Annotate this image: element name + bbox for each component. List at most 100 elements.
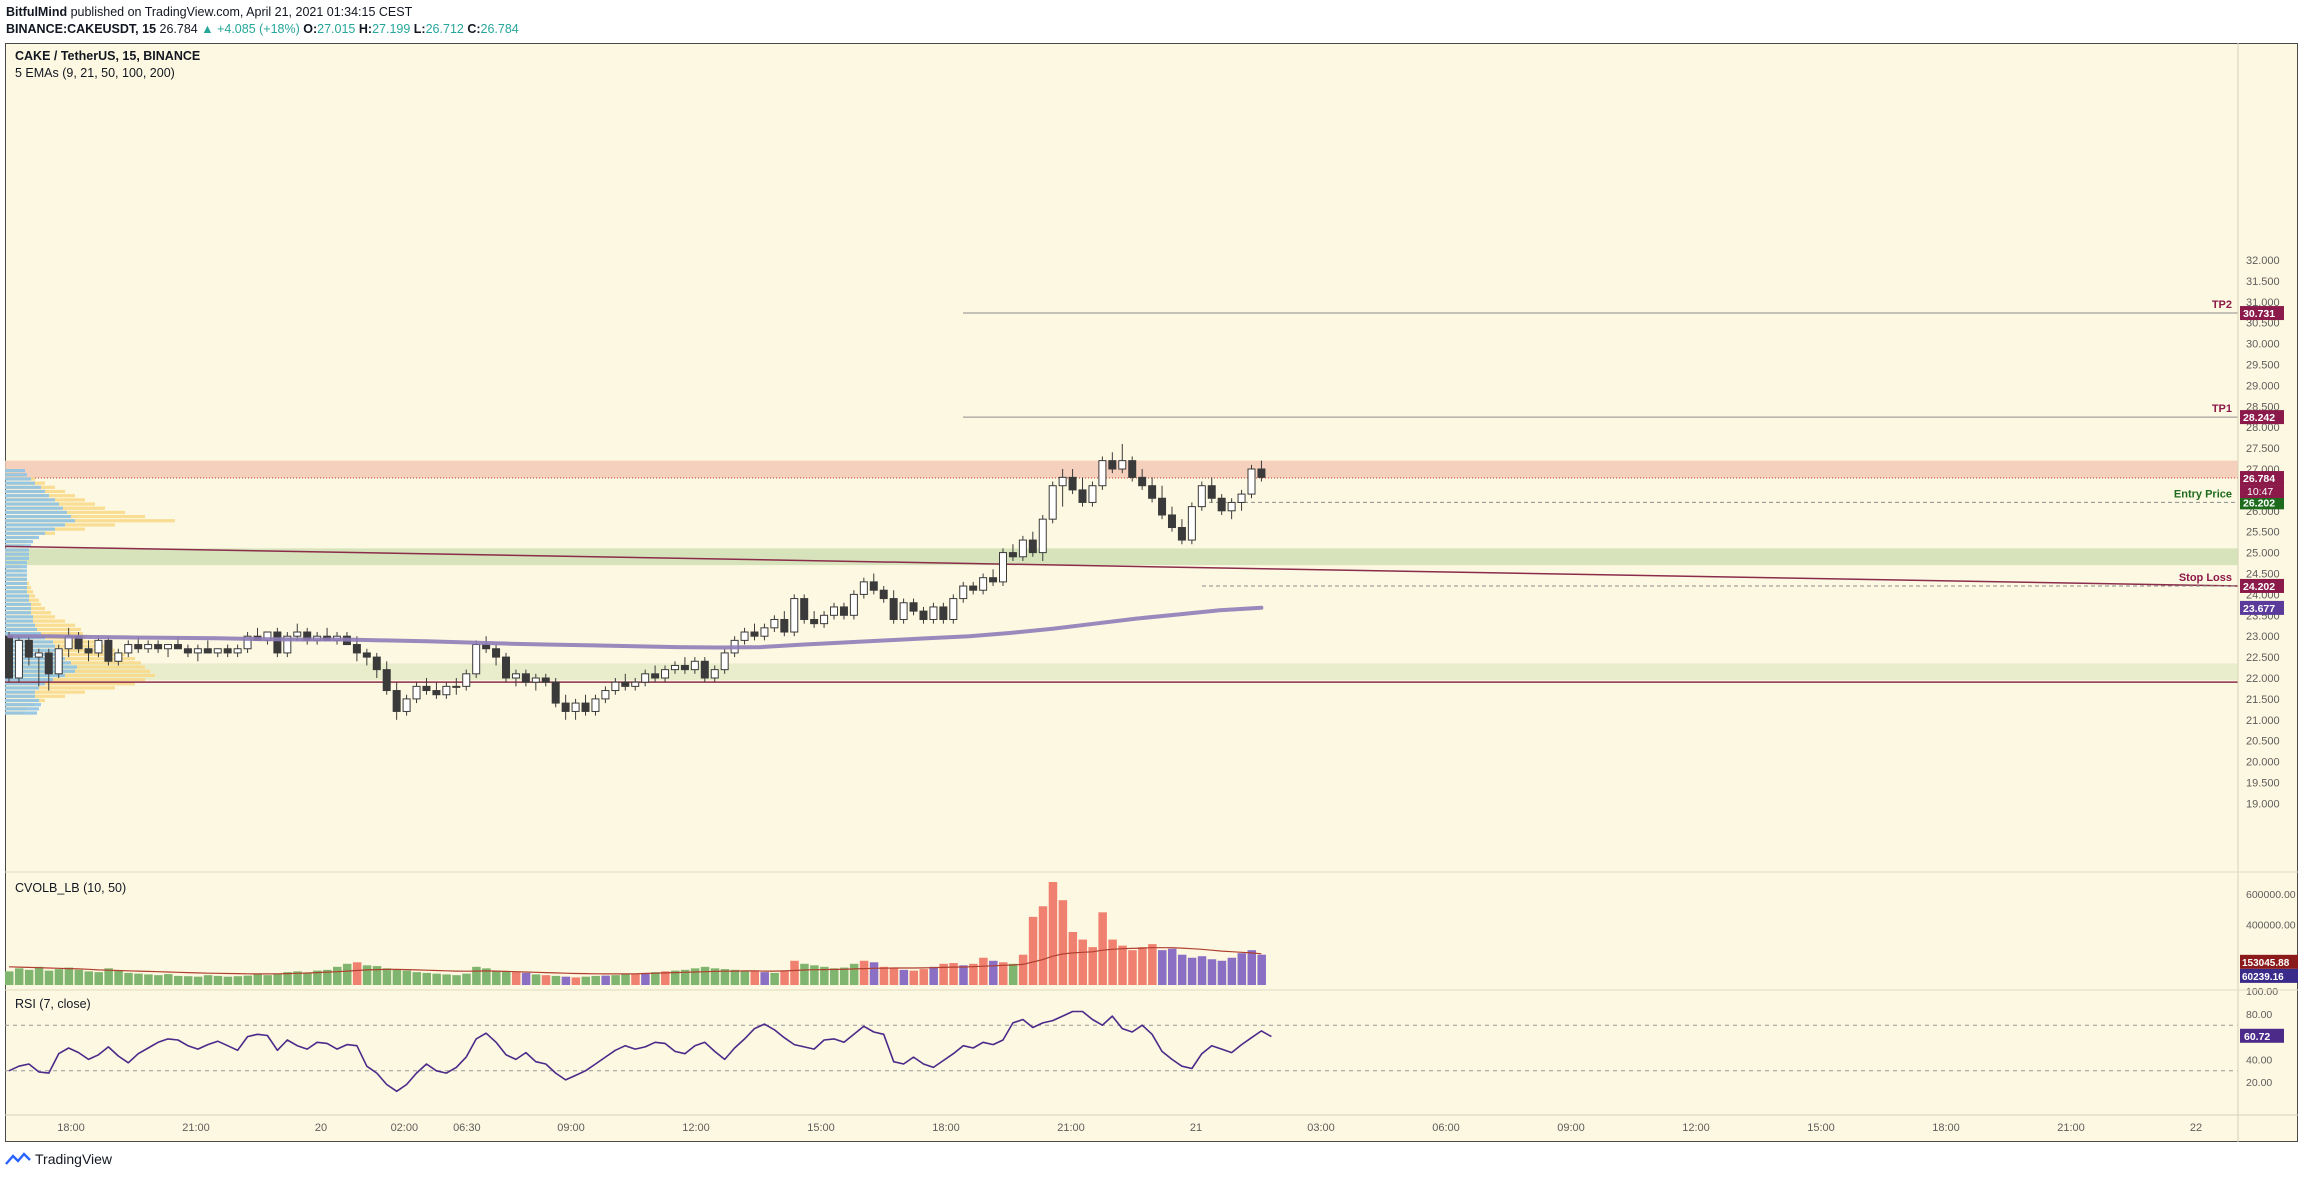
volume-bar[interactable] [820, 966, 829, 985]
candle[interactable] [839, 606, 848, 616]
volume-bar[interactable] [482, 968, 491, 985]
candle[interactable] [382, 669, 391, 692]
volume-bar[interactable] [531, 974, 541, 985]
candle[interactable] [641, 673, 650, 683]
candle[interactable] [243, 635, 252, 650]
volume-bar[interactable] [1028, 916, 1038, 985]
candle[interactable] [521, 673, 530, 683]
candle[interactable] [44, 652, 53, 675]
candle[interactable] [760, 627, 769, 637]
volume-bar[interactable] [849, 963, 859, 985]
volume-bar[interactable] [680, 969, 690, 985]
volume-bar[interactable] [134, 973, 143, 985]
ema-100-line[interactable] [7, 605, 1264, 650]
candle[interactable] [1068, 476, 1077, 491]
candle[interactable] [710, 669, 719, 679]
volume-bar[interactable] [999, 962, 1008, 985]
candle[interactable] [164, 644, 173, 650]
volume-bar[interactable] [661, 971, 670, 985]
volume-bar[interactable] [790, 960, 799, 985]
candle[interactable] [1108, 460, 1117, 470]
candle[interactable] [1138, 476, 1147, 487]
candle[interactable] [800, 598, 809, 620]
candle[interactable] [1148, 485, 1157, 499]
candle[interactable] [203, 648, 212, 654]
candle[interactable] [601, 690, 610, 700]
volume-bar[interactable] [1058, 900, 1068, 985]
candle[interactable] [472, 644, 481, 675]
candle[interactable] [830, 606, 839, 616]
volume-bar[interactable] [839, 967, 849, 985]
candle[interactable] [352, 644, 361, 654]
candle[interactable] [621, 681, 630, 687]
volume-bar[interactable] [949, 963, 958, 985]
volume-bar[interactable] [452, 975, 461, 985]
volume-bar[interactable] [1038, 906, 1048, 985]
volume-bar[interactable] [690, 968, 700, 985]
candle[interactable] [859, 581, 868, 595]
volume-bar[interactable] [54, 969, 64, 985]
candle[interactable] [54, 648, 63, 675]
chart-canvas[interactable]: TP2 TP1 Entry Price Stop Loss 600000.00 4000… [5, 43, 2298, 1142]
volume-bar[interactable] [830, 968, 839, 985]
candle[interactable] [193, 648, 202, 654]
volume-bar[interactable] [859, 960, 869, 985]
volume-bar[interactable] [939, 963, 948, 985]
volume-bar[interactable] [233, 976, 243, 985]
candle[interactable] [114, 652, 123, 662]
volume-bar[interactable] [104, 968, 113, 985]
volume-bar[interactable] [372, 966, 382, 985]
candle[interactable] [750, 631, 759, 637]
volume-bar[interactable] [551, 975, 561, 985]
volume-bar[interactable] [521, 972, 531, 985]
candle[interactable] [84, 648, 93, 654]
volume-bar[interactable] [780, 971, 789, 985]
candle[interactable] [273, 631, 282, 654]
volume-bar[interactable] [581, 976, 591, 985]
volume-bar[interactable] [631, 973, 640, 985]
candle[interactable] [1058, 476, 1067, 487]
candle[interactable] [929, 606, 938, 620]
volume-bar[interactable] [621, 974, 630, 985]
candle[interactable] [670, 664, 679, 671]
volume-bar[interactable] [929, 966, 938, 985]
volume-bar[interactable] [1088, 947, 1097, 985]
candle[interactable] [104, 639, 113, 662]
volume-bar[interactable] [492, 970, 501, 985]
candle[interactable] [651, 673, 660, 679]
volume-bar[interactable] [1187, 957, 1197, 985]
volume-bar[interactable] [1018, 954, 1028, 985]
volume-bar[interactable] [362, 965, 372, 985]
candle[interactable] [283, 635, 292, 654]
volume-bar[interactable] [24, 969, 34, 985]
candle[interactable] [14, 639, 23, 679]
volume-bar[interactable] [899, 969, 909, 985]
volume-bar[interactable] [313, 970, 322, 985]
candle[interactable] [849, 593, 858, 616]
volume-bar[interactable] [193, 976, 203, 985]
candle[interactable] [134, 644, 143, 650]
volume-bar[interactable] [472, 966, 481, 985]
volume-bar[interactable] [750, 971, 760, 985]
candle[interactable] [919, 610, 928, 620]
candle[interactable] [223, 648, 232, 654]
volume-bar[interactable] [213, 975, 223, 985]
volume-bar[interactable] [84, 971, 94, 985]
candle[interactable] [571, 702, 580, 712]
candle[interactable] [551, 681, 560, 704]
volume-bar[interactable] [700, 966, 710, 985]
volume-bar[interactable] [342, 963, 352, 985]
volume-bar[interactable] [730, 969, 740, 985]
candle[interactable] [591, 698, 600, 712]
volume-bar[interactable] [720, 969, 730, 985]
volume-bar[interactable] [979, 957, 988, 985]
candle[interactable] [462, 673, 471, 687]
candle[interactable] [909, 602, 918, 612]
candle[interactable] [1237, 493, 1246, 503]
volume-bar[interactable] [323, 969, 332, 985]
volume-bar[interactable] [1128, 950, 1137, 985]
volume-bar[interactable] [1247, 950, 1257, 985]
candle[interactable] [372, 656, 381, 671]
volume-bar[interactable] [293, 971, 302, 985]
candle[interactable] [1177, 527, 1186, 541]
